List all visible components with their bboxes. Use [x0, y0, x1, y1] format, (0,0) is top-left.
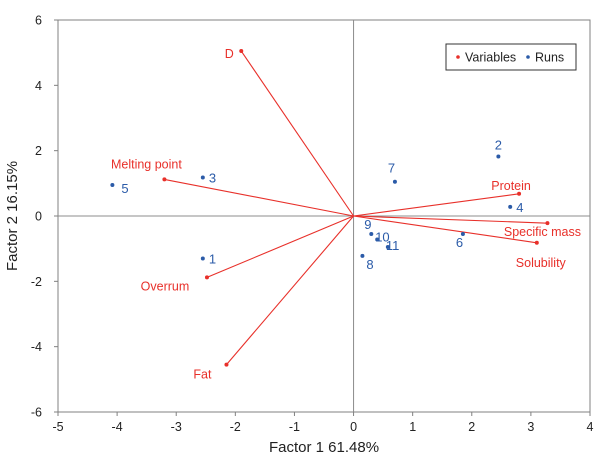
variable-vector [164, 178, 354, 217]
run-label: 11 [386, 238, 400, 253]
x-tick-label: 2 [468, 420, 475, 434]
variable-point [224, 362, 229, 367]
run-point [392, 179, 397, 184]
x-tick-label: -4 [112, 420, 123, 434]
x-tick-label: -1 [289, 420, 300, 434]
legend-label-runs: Runs [535, 51, 564, 65]
variable-vector [353, 215, 548, 224]
y-tick-label: 0 [35, 210, 42, 224]
y-tick-label: -2 [31, 275, 42, 289]
run-label: 3 [209, 170, 216, 185]
y-axis: 6 4 2 0 -2 -4 -6 [31, 14, 58, 420]
variable-label: Specific mass [504, 225, 581, 239]
variable-label: Melting point [111, 157, 182, 171]
run-point [200, 256, 205, 261]
x-axis: -5 -4 -3 -2 -1 0 1 2 3 4 [52, 412, 594, 434]
run-point [110, 182, 115, 187]
y-tick-label: -4 [31, 340, 42, 354]
legend-label-variables: Variables [465, 51, 516, 65]
variable-vector [226, 215, 354, 365]
x-tick-label: 4 [587, 420, 594, 434]
run-label: 4 [516, 200, 523, 215]
y-tick-label: 2 [35, 144, 42, 158]
variable-vector [240, 50, 355, 217]
run-label: 9 [364, 217, 371, 232]
variable-point [162, 177, 167, 182]
y-axis-title: Factor 2 16.15% [4, 161, 21, 271]
variable-vector [353, 215, 537, 244]
run-label: 5 [121, 181, 128, 196]
legend-marker-runs [526, 55, 530, 59]
run-point [360, 253, 365, 258]
run-point [508, 204, 513, 209]
run-label: 6 [456, 235, 463, 250]
run-point [496, 154, 501, 159]
variable-point [239, 49, 244, 54]
x-tick-label: 3 [527, 420, 534, 434]
variable-label: Protein [491, 179, 531, 193]
y-tick-label: -6 [31, 406, 42, 420]
legend-marker-variables [456, 55, 460, 59]
x-tick-label: -5 [52, 420, 63, 434]
variable-vector [206, 215, 354, 278]
variables-layer: D Melting point Overrum Fat Protein Specific … [111, 47, 581, 382]
legend-box [445, 43, 577, 71]
run-point [460, 231, 465, 236]
variable-label: D [225, 47, 234, 61]
run-label: 10 [375, 230, 389, 245]
x-tick-label: -3 [171, 420, 182, 434]
x-tick-label: 0 [350, 420, 357, 434]
variable-point [204, 275, 209, 280]
x-tick-label: 1 [409, 420, 416, 434]
run-point [375, 237, 380, 242]
variable-label: Overrum [141, 279, 190, 293]
variable-vector [353, 193, 520, 217]
run-point [369, 231, 374, 236]
run-label: 8 [366, 257, 373, 272]
run-label: 7 [388, 161, 395, 176]
run-point [200, 175, 205, 180]
run-label: 1 [209, 251, 216, 266]
y-tick-label: 4 [35, 79, 42, 93]
legend: Variables Runs [445, 43, 577, 71]
variable-label: Fat [193, 368, 212, 382]
run-label: 2 [495, 138, 502, 153]
variable-point [545, 221, 550, 226]
variable-point [517, 191, 522, 196]
y-tick-label: 6 [35, 14, 42, 28]
variable-label: Solubility [516, 256, 567, 270]
x-tick-label: -2 [230, 420, 241, 434]
variable-point [534, 240, 539, 245]
x-axis-title: Factor 1 61.48% [269, 439, 379, 456]
run-point [385, 245, 390, 250]
